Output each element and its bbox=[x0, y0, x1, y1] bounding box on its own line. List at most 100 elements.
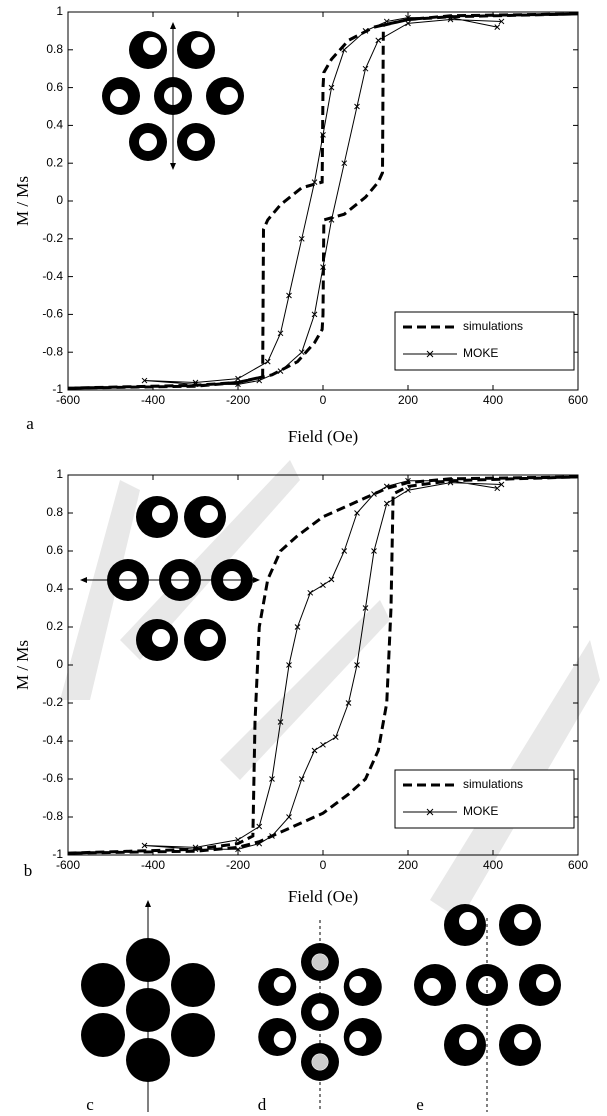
panel-label: a bbox=[26, 414, 34, 433]
marker bbox=[494, 24, 501, 30]
marker bbox=[328, 84, 335, 91]
y-tick-label: -0.4 bbox=[42, 733, 63, 747]
hole-grey bbox=[312, 954, 328, 970]
y-tick-label: -0.6 bbox=[42, 771, 63, 785]
arrow-head bbox=[253, 577, 260, 583]
marker bbox=[405, 14, 411, 21]
marker bbox=[341, 548, 348, 554]
panel-label: b bbox=[24, 861, 33, 880]
ring-hole bbox=[139, 133, 157, 151]
ring-hole bbox=[459, 912, 477, 930]
x-tick-label: 200 bbox=[398, 393, 418, 407]
legend-label: simulations bbox=[463, 777, 523, 791]
legend-label: simulations bbox=[463, 319, 523, 333]
y-axis-label: M / Ms bbox=[13, 176, 32, 226]
y-tick-label: 0.4 bbox=[46, 118, 63, 132]
x-tick-label: 600 bbox=[568, 858, 588, 872]
y-tick-label: -0.4 bbox=[42, 269, 63, 283]
x-tick-label: -400 bbox=[141, 393, 165, 407]
y-tick-label: -0.2 bbox=[42, 231, 63, 245]
marker bbox=[362, 65, 369, 72]
marker bbox=[498, 481, 505, 488]
marker bbox=[256, 377, 263, 384]
marker bbox=[192, 846, 199, 853]
marker bbox=[447, 16, 454, 23]
marker bbox=[286, 814, 292, 820]
x-tick-label: -400 bbox=[141, 858, 165, 872]
legend-label: MOKE bbox=[463, 804, 498, 818]
series-line bbox=[68, 475, 578, 855]
marker bbox=[141, 377, 148, 384]
marker bbox=[277, 719, 284, 725]
marker bbox=[256, 840, 263, 847]
y-tick-label: 0 bbox=[56, 193, 63, 207]
marker bbox=[354, 103, 360, 110]
marker bbox=[405, 487, 411, 494]
y-tick-label: 0.6 bbox=[46, 543, 63, 557]
x-tick-label: 400 bbox=[483, 858, 503, 872]
ring-hole bbox=[200, 505, 218, 523]
ring-hole bbox=[152, 629, 170, 647]
ring-hole bbox=[220, 87, 238, 105]
ring bbox=[81, 963, 125, 1007]
marker bbox=[192, 381, 199, 388]
marker bbox=[320, 741, 326, 748]
y-tick-label: -0.2 bbox=[42, 695, 63, 709]
marker bbox=[447, 14, 454, 21]
marker bbox=[256, 823, 263, 830]
marker bbox=[383, 18, 390, 25]
y-axis-label: M / Ms bbox=[13, 640, 32, 690]
marker bbox=[264, 358, 271, 365]
ring-hole bbox=[187, 133, 205, 151]
marker bbox=[298, 776, 305, 782]
y-tick-label: 0.2 bbox=[46, 155, 63, 169]
marker bbox=[311, 747, 318, 754]
series-line bbox=[68, 12, 578, 390]
ring-hole bbox=[311, 1003, 329, 1021]
x-axis-label: Field (Oe) bbox=[288, 427, 358, 446]
x-tick-label: 400 bbox=[483, 393, 503, 407]
y-tick-label: 1 bbox=[56, 4, 63, 18]
marker bbox=[383, 483, 390, 490]
ring-hole bbox=[514, 912, 532, 930]
y-tick-label: 1 bbox=[56, 467, 63, 481]
marker bbox=[341, 46, 348, 53]
x-tick-label: -200 bbox=[226, 858, 250, 872]
ring-hole bbox=[200, 629, 218, 647]
arrow-head bbox=[145, 900, 151, 907]
marker bbox=[498, 18, 505, 25]
marker bbox=[405, 477, 411, 484]
x-tick-label: 0 bbox=[320, 393, 327, 407]
marker bbox=[307, 589, 314, 596]
x-tick-label: -600 bbox=[56, 858, 80, 872]
marker bbox=[141, 842, 148, 849]
marker bbox=[277, 368, 284, 374]
x-tick-label: 0 bbox=[320, 858, 327, 872]
y-tick-label: -0.8 bbox=[42, 344, 63, 358]
marker bbox=[362, 605, 369, 611]
hole-grey bbox=[312, 1054, 328, 1070]
marker bbox=[354, 510, 360, 516]
legend-box bbox=[394, 311, 575, 371]
ring-hole bbox=[273, 976, 291, 993]
ring-hole bbox=[273, 1031, 291, 1048]
x-axis-label: Field (Oe) bbox=[288, 887, 358, 906]
y-tick-label: -0.8 bbox=[42, 809, 63, 823]
legend-marker bbox=[426, 350, 434, 358]
y-tick-label: 0.6 bbox=[46, 80, 63, 94]
ring bbox=[171, 1013, 215, 1057]
marker bbox=[294, 624, 301, 630]
marker bbox=[269, 776, 275, 782]
legend-label: MOKE bbox=[463, 346, 498, 360]
marker bbox=[320, 582, 326, 589]
marker bbox=[371, 548, 377, 554]
marker bbox=[286, 662, 292, 668]
marker bbox=[235, 381, 241, 388]
y-tick-label: 0.2 bbox=[46, 619, 63, 633]
ring-hole bbox=[191, 37, 209, 55]
x-tick-label: 200 bbox=[398, 858, 418, 872]
marker bbox=[362, 28, 369, 34]
y-tick-label: 0.8 bbox=[46, 505, 63, 519]
marker bbox=[341, 160, 348, 167]
marker bbox=[371, 491, 377, 497]
